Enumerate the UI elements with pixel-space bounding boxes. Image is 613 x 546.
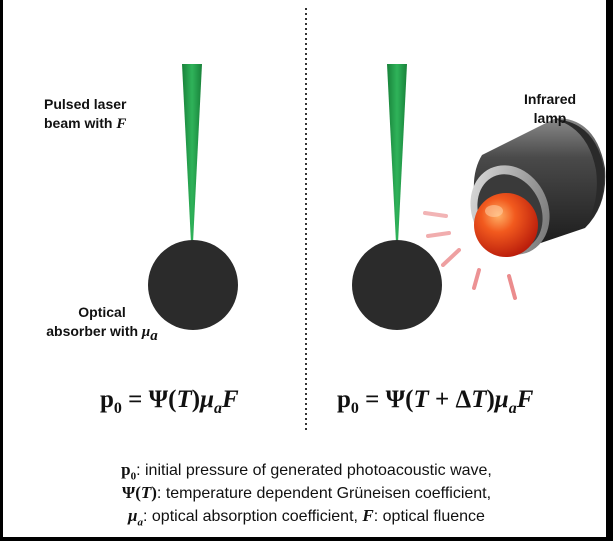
absorber-label-left: Optical absorber with μa: [22, 303, 182, 344]
equation-right: p0 = Ψ(T + ΔT)μaF: [337, 386, 534, 417]
caption: p0: initial pressure of generated photoa…: [14, 459, 599, 528]
lamp-label-line1: Infrared: [523, 91, 577, 107]
equation-left: p0 = Ψ(T)μaF: [100, 386, 239, 417]
lamp-label-line2: lamp: [533, 110, 567, 126]
laser-label-line1: Pulsed laser: [44, 96, 127, 112]
right-border: [606, 0, 613, 541]
mu-symbol: μ: [141, 324, 151, 340]
bottom-border: [0, 537, 613, 541]
fluence-symbol: F: [116, 116, 127, 132]
caption-line-3: μa: optical absorption coefficient, F: o…: [128, 506, 485, 529]
infrared-lamp-label: Infrared lamp: [505, 90, 595, 128]
infrared-lamp-icon: [470, 118, 606, 257]
optical-absorber-right: [352, 240, 442, 330]
laser-beam-left: [182, 64, 202, 243]
mu-subscript: a: [150, 327, 158, 344]
absorber-label-line2: absorber with: [46, 323, 142, 339]
heat-rays: [423, 211, 517, 300]
left-border: [0, 0, 3, 541]
lamp-bulb: [474, 193, 538, 257]
optical-absorber-left: [148, 240, 238, 330]
laser-beam-right: [387, 64, 407, 243]
absorber-label-line1: Optical: [78, 304, 126, 320]
laser-label-line2: beam with: [44, 115, 117, 131]
caption-line-1: p0: initial pressure of generated photoa…: [121, 460, 492, 483]
caption-line-2: Ψ(T): temperature dependent Grüneisen co…: [121, 483, 492, 502]
laser-beam-label-left: Pulsed laser beam with F: [44, 95, 184, 134]
